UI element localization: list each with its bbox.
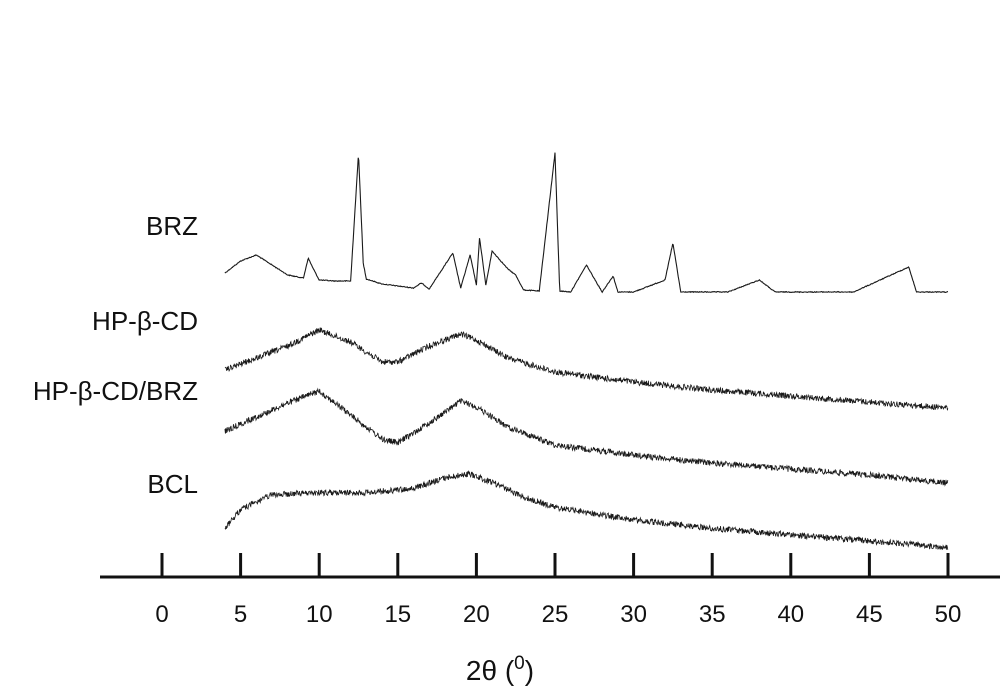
series-line-hp-cd-brz (224, 387, 949, 487)
series-line-bcl (224, 470, 949, 551)
x-tick-label: 10 (306, 601, 333, 628)
x-tick-label: 45 (856, 601, 883, 628)
x-tick-label: 50 (935, 601, 962, 628)
x-tick-label: 0 (155, 601, 168, 628)
x-tick-label: 15 (384, 601, 411, 628)
x-axis-title: 2θ (0) (466, 653, 534, 686)
x-axis-title-close: ) (525, 655, 534, 686)
x-tick-label: 5 (234, 601, 247, 628)
x-tick-label: 30 (620, 601, 647, 628)
x-ticks-group: 0 5 10 15 20 25 30 35 40 45 50 (155, 553, 961, 628)
series-labels-group: BRZ HP-β-CD HP-β-CD/BRZ BCL (33, 211, 198, 499)
x-axis-title-main: 2θ ( (466, 655, 515, 686)
x-axis-title-superscript: 0 (514, 653, 525, 674)
x-tick-label: 20 (463, 601, 490, 628)
x-tick-label: 40 (777, 601, 804, 628)
traces-group (224, 152, 949, 551)
x-tick-label: 25 (542, 601, 569, 628)
series-label-hp-cd: HP-β-CD (92, 306, 198, 336)
x-tick-label: 35 (699, 601, 726, 628)
series-label-hp-cd-brz: HP-β-CD/BRZ (33, 376, 198, 406)
series-label-bcl: BCL (147, 469, 198, 499)
series-label-brz: BRZ (146, 211, 198, 241)
series-line-brz (224, 152, 949, 294)
series-line-hp-cd (224, 327, 949, 411)
